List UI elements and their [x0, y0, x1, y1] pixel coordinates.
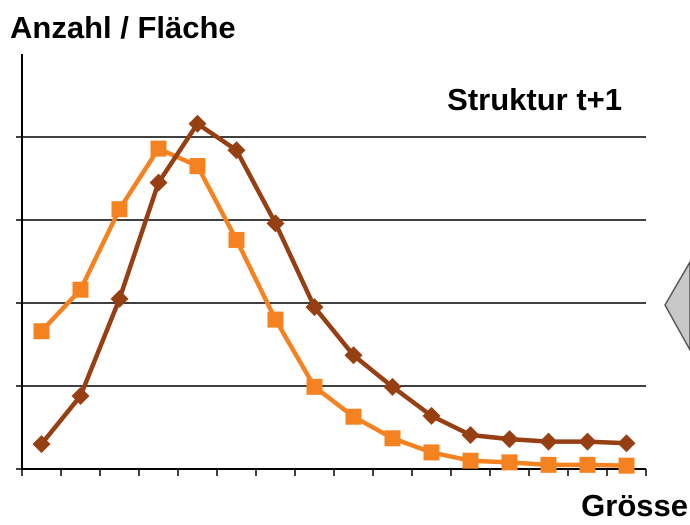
marker: [345, 408, 362, 425]
marker: [110, 289, 129, 308]
x-axis-label: Grösse: [581, 488, 688, 523]
marker: [462, 452, 479, 469]
marker: [149, 173, 168, 192]
diamond-shape: [664, 260, 690, 352]
marker: [579, 456, 596, 473]
annotation: Struktur t+1: [447, 82, 622, 117]
chart-title: Anzahl / Fläche: [10, 10, 236, 45]
marker: [618, 457, 635, 474]
series-line: [39, 146, 627, 468]
marker: [384, 430, 401, 447]
marker: [344, 346, 363, 365]
marker: [306, 378, 323, 395]
marker: [189, 158, 206, 175]
marker: [72, 281, 89, 298]
marker: [227, 141, 246, 160]
marker: [111, 201, 128, 218]
marker: [266, 214, 285, 233]
marker: [501, 454, 518, 471]
marker: [71, 386, 90, 405]
marker: [461, 425, 480, 444]
marker: [539, 432, 558, 451]
marker: [305, 298, 324, 317]
marker: [188, 114, 207, 133]
marker: [383, 377, 402, 396]
marker: [540, 456, 557, 473]
marker: [617, 434, 636, 453]
marker: [578, 432, 597, 451]
marker: [423, 444, 440, 461]
marker: [33, 323, 50, 340]
marker: [32, 435, 51, 454]
marker: [422, 406, 441, 425]
marker: [150, 140, 167, 157]
marker: [500, 430, 519, 449]
series-line: [39, 121, 627, 446]
marker: [267, 311, 284, 328]
marker: [228, 231, 245, 248]
